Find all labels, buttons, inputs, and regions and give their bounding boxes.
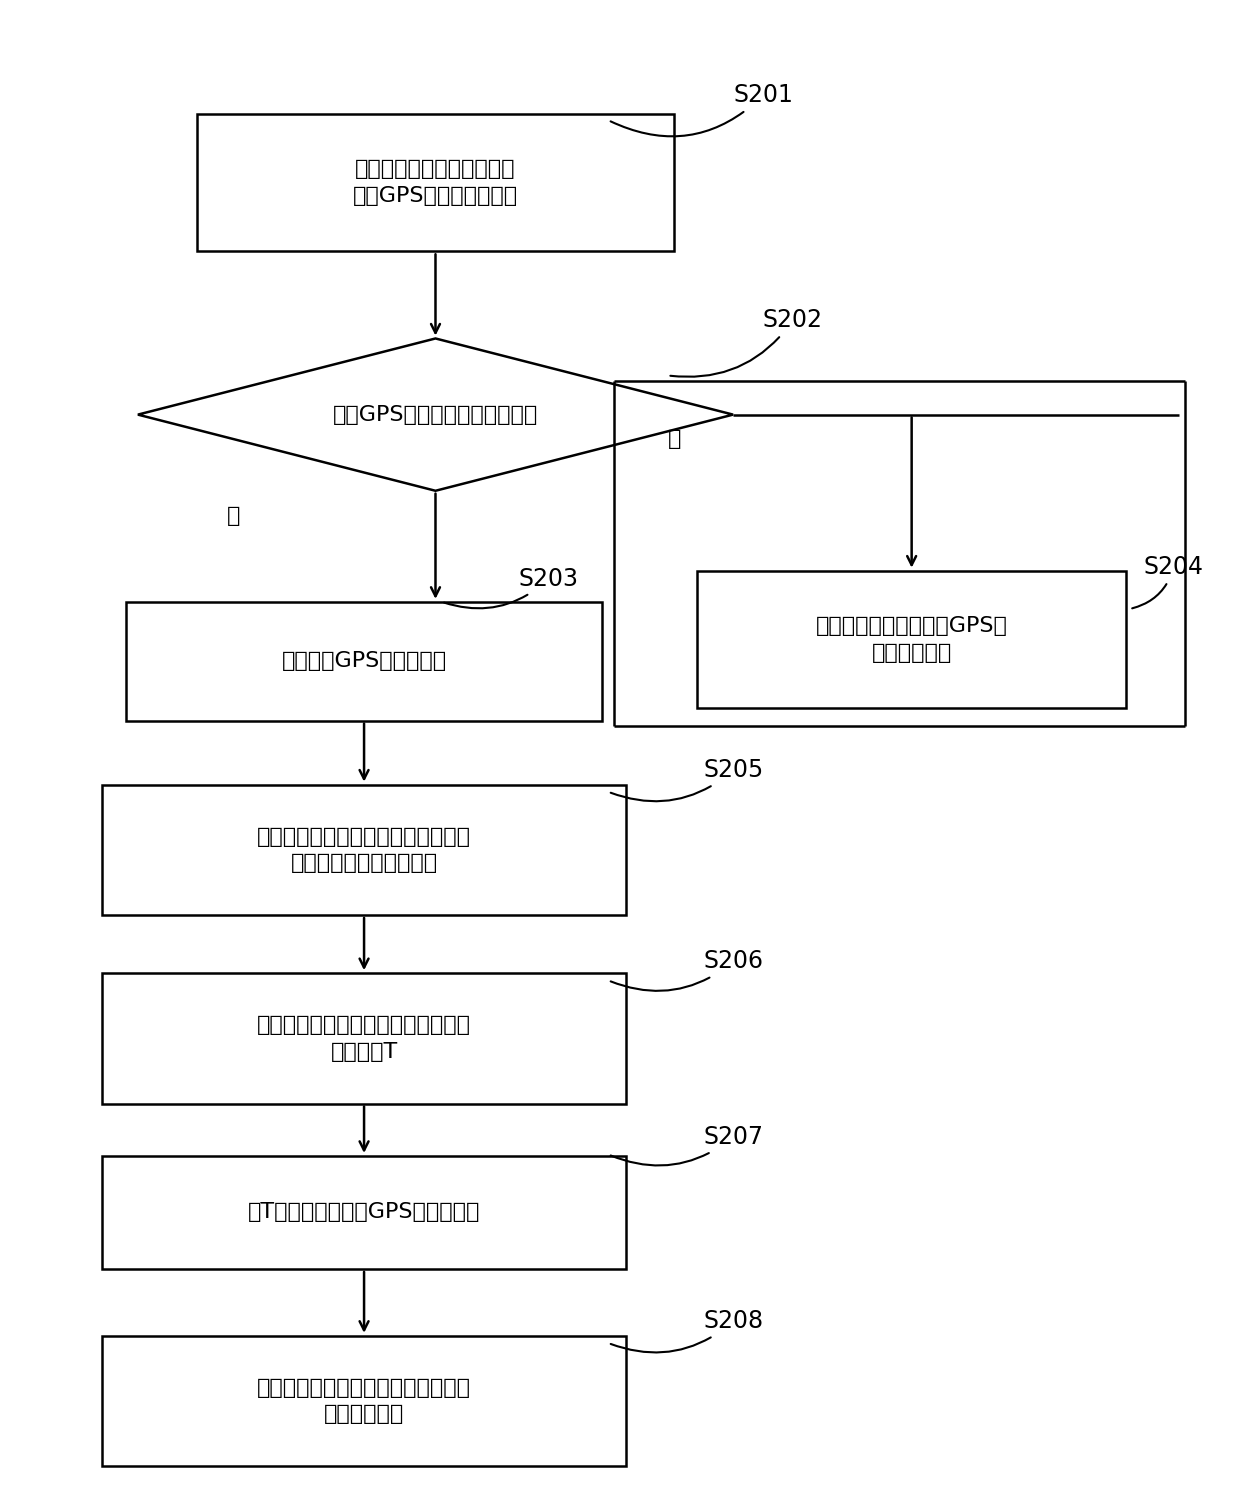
FancyBboxPatch shape xyxy=(102,784,626,916)
Text: 判断GPS是否正常输出定位数据: 判断GPS是否正常输出定位数据 xyxy=(332,405,538,425)
Text: S203: S203 xyxy=(444,567,579,609)
Text: 根据速度、梯度和运动信息计算公式
计算移动终端的运动信息: 根据速度、梯度和运动信息计算公式 计算移动终端的运动信息 xyxy=(257,827,471,873)
Text: 以固定周期连续读取一段时
间内GPS输出的定位数据: 以固定周期连续读取一段时 间内GPS输出的定位数据 xyxy=(353,159,518,205)
Text: 否: 否 xyxy=(667,429,681,449)
Text: S201: S201 xyxy=(610,83,792,136)
Text: S202: S202 xyxy=(671,308,823,376)
Text: 提示用户移动终端中的GPS处
于未开启状态: 提示用户移动终端中的GPS处 于未开启状态 xyxy=(816,616,1008,663)
Text: S205: S205 xyxy=(610,759,764,801)
Text: S208: S208 xyxy=(610,1309,764,1352)
Text: S204: S204 xyxy=(1132,555,1204,609)
Text: 根据运动信息及周期的运算公式计算
采样周期T: 根据运动信息及周期的运算公式计算 采样周期T xyxy=(257,1015,471,1062)
FancyBboxPatch shape xyxy=(102,1156,626,1269)
Text: S206: S206 xyxy=(610,949,764,991)
Text: 是: 是 xyxy=(227,506,239,526)
Text: S207: S207 xyxy=(610,1126,764,1165)
Text: 以T为采样周期采集GPS的定位数据: 以T为采样周期采集GPS的定位数据 xyxy=(248,1203,480,1222)
FancyBboxPatch shape xyxy=(697,571,1126,709)
Text: 连续读取GPS的定位数据: 连续读取GPS的定位数据 xyxy=(281,651,446,671)
FancyBboxPatch shape xyxy=(102,973,626,1103)
Text: 保存采集到的定位数据和定位数据对
应的时间信息: 保存采集到的定位数据和定位数据对 应的时间信息 xyxy=(257,1378,471,1425)
FancyBboxPatch shape xyxy=(126,601,603,721)
FancyBboxPatch shape xyxy=(102,1336,626,1466)
Polygon shape xyxy=(138,338,733,491)
FancyBboxPatch shape xyxy=(197,113,673,251)
